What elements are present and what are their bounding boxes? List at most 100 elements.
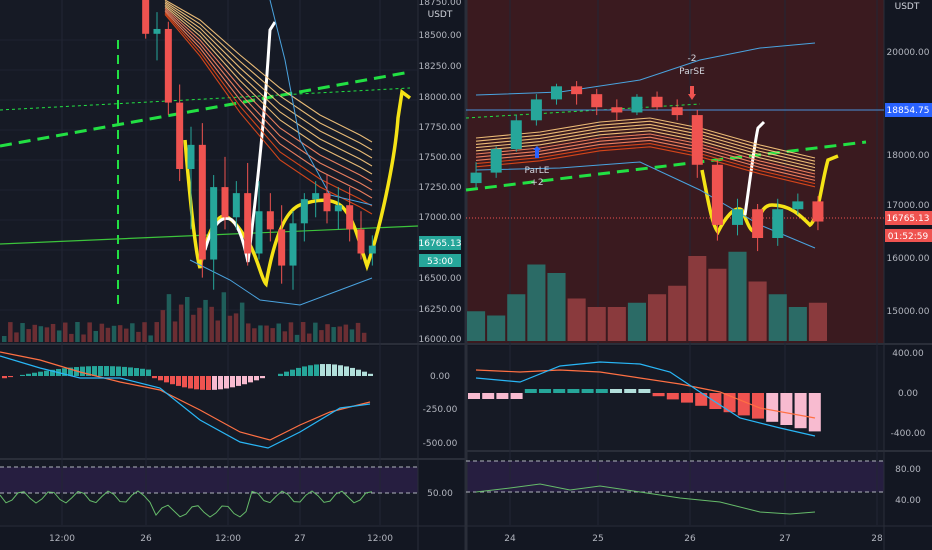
right-volume-bar: [467, 311, 486, 341]
left-ema-ribbon: [164, 0, 373, 306]
right-last-price-badge: [885, 211, 932, 225]
right-volume-bar: [788, 307, 807, 341]
right-candle-body: [651, 96, 663, 108]
left-price-tick: 18000.00: [419, 93, 462, 103]
right-macd-bar: [624, 389, 637, 393]
left-macd-bar: [356, 369, 361, 376]
left-price-tick: 17000.00: [419, 213, 462, 223]
right-time-tick: 25: [592, 534, 603, 544]
right-macd-bar: [553, 389, 566, 393]
left-volume-bar: [2, 336, 7, 342]
right-macd-bar: [496, 393, 509, 399]
right-candle-body: [752, 209, 764, 238]
right-macd-bar: [752, 393, 764, 419]
left-volume-bar: [276, 323, 281, 342]
left-macd-bar: [368, 373, 373, 376]
left-price-tick: 18500.00: [419, 31, 462, 41]
left-volume-bar: [233, 313, 239, 342]
left-volume-bar: [221, 292, 227, 342]
right-macd-bar: [808, 393, 821, 432]
right-ema-line: [475, 130, 816, 172]
left-volume-bar: [20, 323, 25, 342]
right-ema-line: [475, 136, 816, 178]
left-macd-pane: [0, 346, 418, 458]
left-ema-line: [164, 1, 373, 151]
left-candle-body: [255, 211, 263, 254]
left-volume-bar: [191, 314, 196, 342]
right-candle-body: [591, 94, 603, 108]
right-macd-bar: [567, 389, 580, 393]
right-candle-body: [490, 149, 502, 173]
right-macd-bar: [652, 393, 665, 397]
left-volume-bar: [355, 322, 361, 342]
right-macd-bar: [737, 393, 750, 416]
left-volume-bar: [258, 325, 263, 342]
right-macd-bar: [510, 393, 523, 399]
left-volume-bar: [136, 331, 141, 342]
left-volume-bar: [130, 323, 135, 342]
left-macd: [0, 351, 373, 449]
left-price-tick: 18250.00: [419, 62, 462, 72]
left-price-tick: 17250.00: [419, 183, 462, 193]
left-candle-body: [312, 193, 320, 200]
left-macd-bar: [92, 366, 97, 376]
right-macd-bar: [723, 393, 736, 413]
left-macd-bar: [308, 365, 313, 376]
left-volume-bar: [26, 329, 31, 342]
right-macd-tick: 400.00: [892, 349, 924, 359]
right-candle-body: [732, 209, 743, 225]
left-macd-bar: [230, 376, 235, 388]
left-macd-tick: -250.00: [423, 405, 458, 415]
left-volume-bar: [307, 333, 312, 342]
right-ema-line: [475, 143, 816, 185]
right-volume-bar: [507, 294, 526, 341]
left-macd-bar: [320, 364, 325, 376]
left-upper-band: [269, 0, 373, 206]
left-candles: [142, 0, 376, 290]
left-ema-line: [164, 5, 373, 175]
left-macd-bar: [176, 376, 181, 386]
left-ema-line: [164, 0, 373, 143]
right-candles: [470, 81, 824, 252]
right-candle-body: [671, 107, 683, 116]
right-macd-bar: [638, 389, 651, 393]
left-macd-bar: [134, 368, 139, 376]
right-ema-line: [475, 120, 816, 162]
left-volume-bar: [203, 299, 208, 342]
right-rsi-line: [475, 483, 816, 515]
left-macd-bar: [314, 364, 319, 376]
right-rsi-band: [466, 461, 884, 492]
left-candle-body: [289, 223, 297, 266]
right-ema-line: [475, 117, 816, 159]
right-volume-bar: [567, 298, 586, 341]
right-lower-band: [475, 161, 816, 249]
signal-short-label: ParSE: [679, 67, 705, 77]
left-macd-bar: [284, 371, 289, 376]
left-volume-bar: [337, 326, 342, 342]
left-price-tick: 17500.00: [419, 153, 462, 163]
left-price-tick: 16250.00: [419, 305, 462, 315]
left-time-tick: 27: [294, 534, 305, 544]
left-volume-bar: [75, 322, 80, 342]
right-volume-bar: [547, 273, 566, 341]
right-candle-body: [691, 115, 703, 165]
left-macd-bar: [350, 367, 355, 376]
left-candle-body: [323, 193, 331, 212]
right-rsi-tick: 40.00: [895, 496, 921, 506]
left-macd-bar: [218, 376, 223, 390]
left-macd-line: [0, 355, 371, 449]
time-axis: 12:00 26 12:00 27 12:00 24 25 26 27 28: [49, 534, 883, 544]
left-price-tick: 16500.00: [419, 274, 462, 284]
right-rsi-tick: 80.00: [895, 465, 921, 475]
left-ema-line: [164, 9, 373, 191]
right-macd-bar: [524, 389, 537, 393]
left-macd-bar: [194, 376, 199, 390]
left-volume-bar: [325, 324, 330, 342]
left-macd-bar: [122, 366, 127, 376]
left-macd-bar: [362, 371, 367, 376]
left-rsi-tick: 50.00: [427, 489, 453, 499]
left-volume-bar: [239, 302, 245, 342]
left-last-price: 16765.13: [419, 239, 462, 249]
left-volume-bar: [142, 322, 147, 342]
